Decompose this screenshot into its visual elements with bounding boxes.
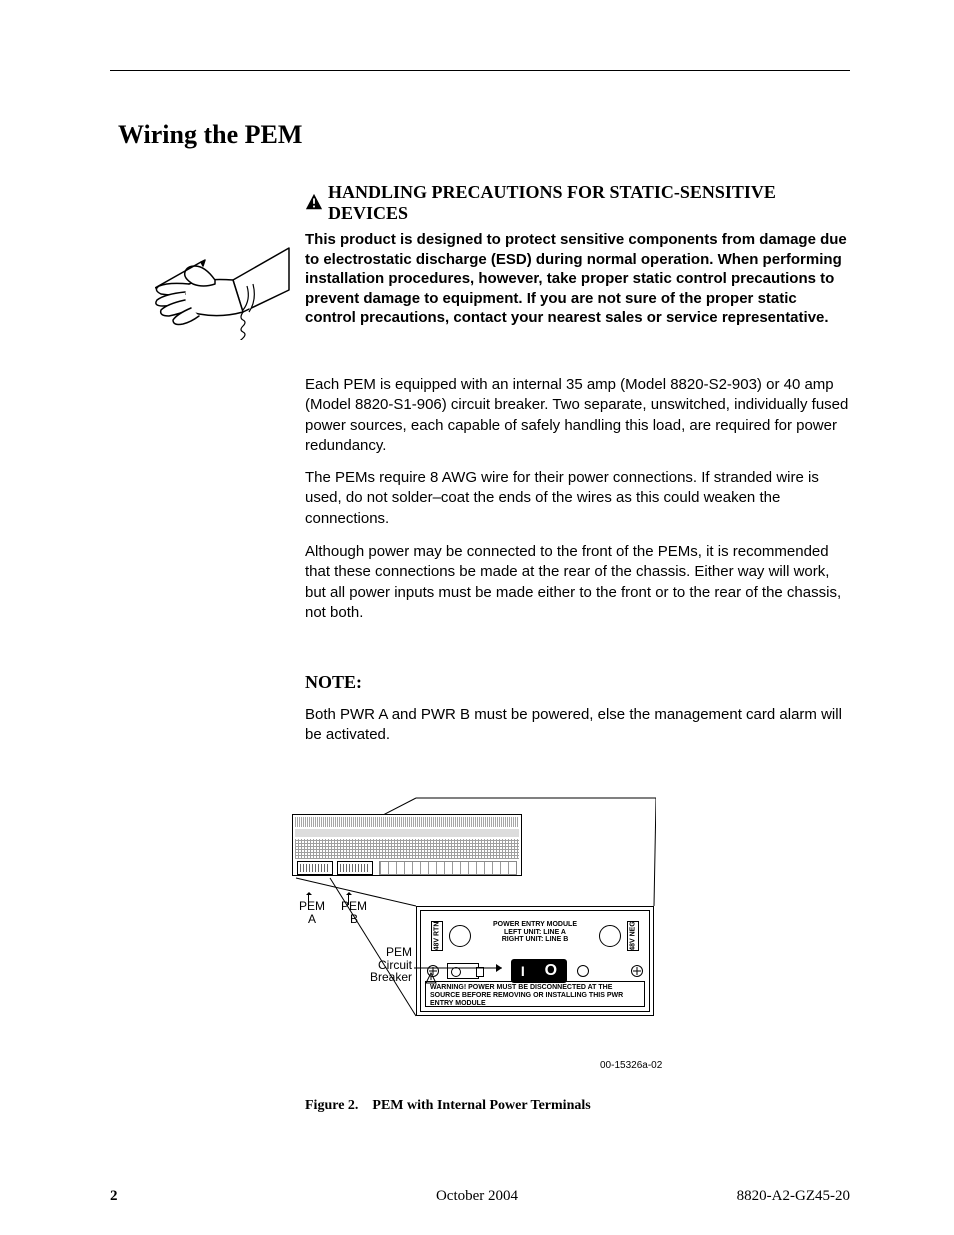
warning-heading: HANDLING PRECAUTIONS FOR STATIC-SENSITIV… [328,182,848,223]
figure-pem-diagram: PEM A PEM B PEM Circuit Breaker 48V RTN … [286,790,656,1080]
warning-body: This product is designed to protect sens… [305,230,850,328]
figure-label-pem-b: PEM B [334,900,374,925]
esd-hand-illustration [155,240,290,340]
figure-screw-right [631,965,643,977]
figure-label-48v-rtn: 48V RTN [431,921,443,951]
note-body: Both PWR A and PWR B must be powered, el… [305,705,850,746]
figure-terminal-rtn [449,925,471,947]
paragraph-3: Although power may be connected to the f… [305,542,850,623]
section-title: Wiring the PEM [118,120,302,150]
figure-label-breaker: PEM Circuit Breaker [348,946,412,984]
figure-panel-warning-text: WARNING! POWER MUST BE DISCONNECTED AT T… [425,981,645,1007]
figure-chassis-pem-b-slot [337,861,373,875]
warning-icon [305,193,323,211]
figure-caption: Figure 2. PEM with Internal Power Termin… [305,1098,591,1114]
figure-led [577,965,589,977]
header-rule [110,70,850,71]
note-heading: NOTE: [305,672,850,693]
figure-label-pem-a: PEM A [292,900,332,925]
paragraph-2: The PEMs require 8 AWG wire for their po… [305,468,850,529]
figure-terminal-neg [599,925,621,947]
figure-pem-panel: 48V RTN POWER ENTRY MODULE LEFT UNIT: LI… [416,906,654,1016]
figure-drawing-id: 00-15326a-02 [600,1060,662,1071]
figure-breaker-switch: I O [511,959,567,983]
figure-bracket-left [447,963,479,979]
figure-chassis-pem-a-slot [297,861,333,875]
page: Wiring the PEM HANDLING PRECAUTIONS FOR … [0,0,954,1235]
footer-doc-number: 8820-A2-GZ45-20 [737,1188,850,1205]
paragraph-1: Each PEM is equipped with an internal 35… [305,375,850,456]
figure-label-48v-neg: 48V NEG [627,921,639,951]
figure-module-label: POWER ENTRY MODULE LEFT UNIT: LINE A RIG… [483,921,587,944]
figure-chassis [292,814,522,876]
